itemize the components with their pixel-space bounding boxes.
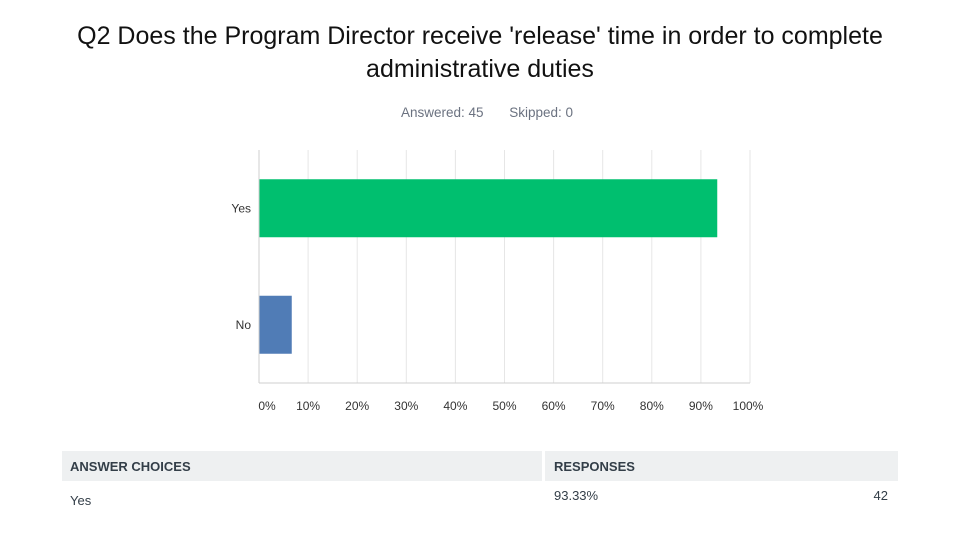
x-tick-label: 0% bbox=[258, 399, 276, 413]
header-divider bbox=[542, 451, 545, 481]
response-summary: Answered: 45 Skipped: 0 bbox=[0, 105, 960, 120]
x-tick-label: 70% bbox=[591, 399, 615, 413]
table-row: Yes 93.33% 42 bbox=[62, 481, 898, 521]
x-tick-label: 80% bbox=[640, 399, 664, 413]
answered-count: Answered: 45 bbox=[400, 105, 484, 120]
row-count: 42 bbox=[873, 488, 888, 503]
tick-labels: Yes No 0% 10% 20% 30% 40% 50% 60% 70% 80% 90% 100% bbox=[231, 201, 763, 413]
table-header: ANSWER CHOICES RESPONSES bbox=[62, 451, 898, 481]
x-tick-label: 90% bbox=[689, 399, 713, 413]
header-responses: RESPONSES bbox=[554, 459, 635, 474]
x-tick-label: 20% bbox=[345, 399, 369, 413]
bar-yes bbox=[259, 179, 718, 238]
chart-title-line-1: Q2 Does the Program Director receive 're… bbox=[77, 22, 883, 50]
row-choice: Yes bbox=[70, 493, 92, 508]
skipped-count: Skipped: 0 bbox=[509, 105, 574, 120]
x-tick-label: 60% bbox=[542, 399, 566, 413]
bars bbox=[259, 179, 718, 354]
bar-no bbox=[259, 295, 292, 354]
x-tick-label: 50% bbox=[492, 399, 516, 413]
axes bbox=[258, 150, 750, 384]
x-tick-label: 30% bbox=[394, 399, 418, 413]
x-tick-label: 100% bbox=[733, 399, 764, 413]
x-tick-label: 40% bbox=[443, 399, 467, 413]
row-percent: 93.33% bbox=[554, 488, 599, 503]
chart-title: Q2 Does the Program Director receive 're… bbox=[0, 20, 960, 86]
y-tick-label-no: No bbox=[236, 318, 252, 332]
x-tick-label: 10% bbox=[296, 399, 320, 413]
y-tick-label-yes: Yes bbox=[231, 201, 251, 215]
header-answer-choices: ANSWER CHOICES bbox=[70, 459, 191, 474]
chart-title-line-2: administrative duties bbox=[366, 55, 594, 83]
answer-table: ANSWER CHOICES RESPONSES Yes 93.33% 42 bbox=[62, 451, 898, 521]
